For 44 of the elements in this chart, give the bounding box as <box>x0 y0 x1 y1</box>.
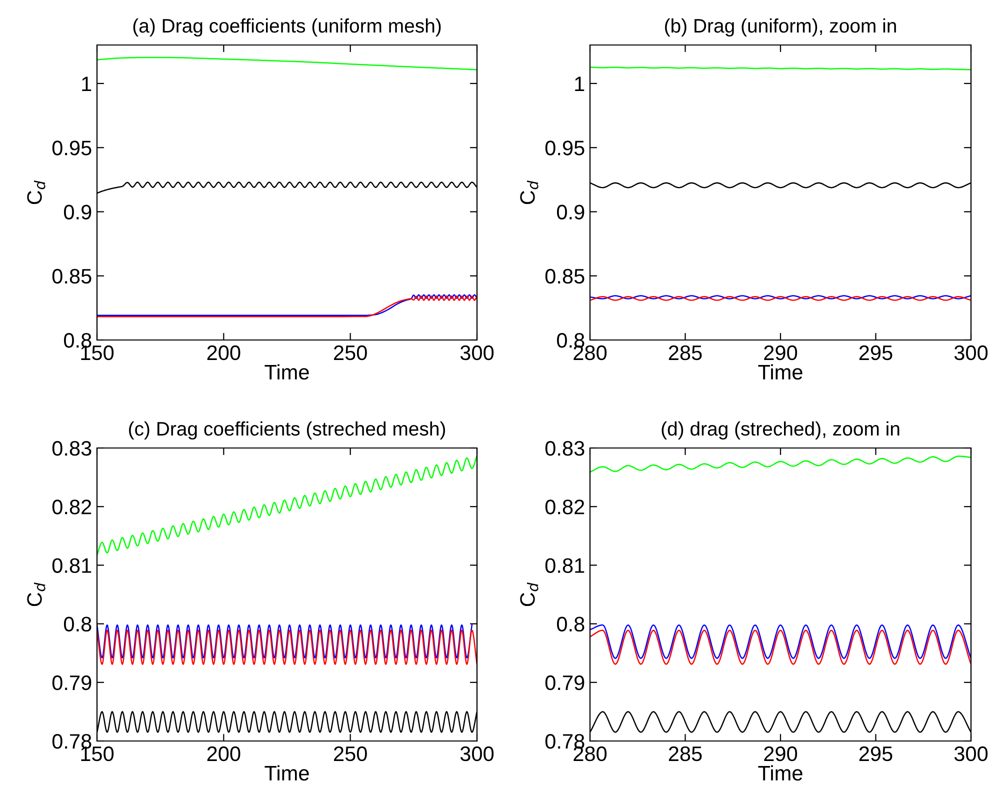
x-tick-label: 300 <box>460 345 494 360</box>
x-tick-label: 200 <box>207 345 240 360</box>
y-tick-label: 0.81 <box>545 558 584 573</box>
chart-title: (c) Drag coefficients (streched mesh) <box>129 421 446 440</box>
y-tick-label: 0.82 <box>52 500 92 514</box>
y-axis-title: C$_{d}$ <box>27 582 46 606</box>
y-tick-label: 0.8 <box>556 616 584 632</box>
x-axis-title: Time <box>758 765 802 781</box>
y-tick-label: 0.79 <box>545 675 584 690</box>
y-axis-title: C$_{d}$ <box>520 582 538 606</box>
x-tick-label: 250 <box>334 345 367 360</box>
y-tick-label: 0.8 <box>64 616 92 632</box>
y-tick-label: 0.81 <box>52 558 92 573</box>
x-tick-label: 290 <box>764 746 798 762</box>
x-tick-label: 300 <box>954 746 988 762</box>
x-tick-label: 290 <box>764 345 798 360</box>
x-tick-label: 295 <box>859 345 892 360</box>
y-tick-label: 0.83 <box>545 441 584 456</box>
x-axis-title: Time <box>758 364 802 380</box>
y-tick-label: 0.9 <box>64 204 92 220</box>
x-tick-label: 300 <box>954 345 988 360</box>
x-axis-title: Time <box>264 765 309 781</box>
y-tick-label: 0.83 <box>52 441 92 456</box>
y-tick-label: 0.85 <box>545 268 584 284</box>
chart-title: (d) drag (streched), zoom in <box>662 421 900 440</box>
y-tick-label: 0.85 <box>52 268 92 284</box>
x-axis-title: Time <box>264 364 309 380</box>
x-tick-label: 200 <box>207 746 240 762</box>
y-tick-label: 1 <box>82 76 92 92</box>
x-tick-label: 300 <box>460 746 494 762</box>
x-tick-label: 295 <box>859 746 892 762</box>
y-tick-label: 0.95 <box>545 140 584 156</box>
y-axis-title: C$_{d}$ <box>27 180 46 204</box>
y-tick-label: 0.9 <box>556 204 584 220</box>
y-tick-label: 1 <box>575 76 584 92</box>
y-tick-label: 0.82 <box>545 500 584 514</box>
x-tick-label: 285 <box>668 746 702 762</box>
y-axis-title: C$_{d}$ <box>520 180 538 204</box>
x-tick-label: 285 <box>668 345 702 360</box>
x-tick-label: 250 <box>334 746 367 762</box>
y-tick-label: 0.79 <box>52 675 92 690</box>
chart-title: (a) Drag coefficients (uniform mesh) <box>133 18 441 37</box>
y-tick-label: 0.95 <box>52 140 92 156</box>
chart-title: (b) Drag (uniform), zoom in <box>665 18 896 37</box>
